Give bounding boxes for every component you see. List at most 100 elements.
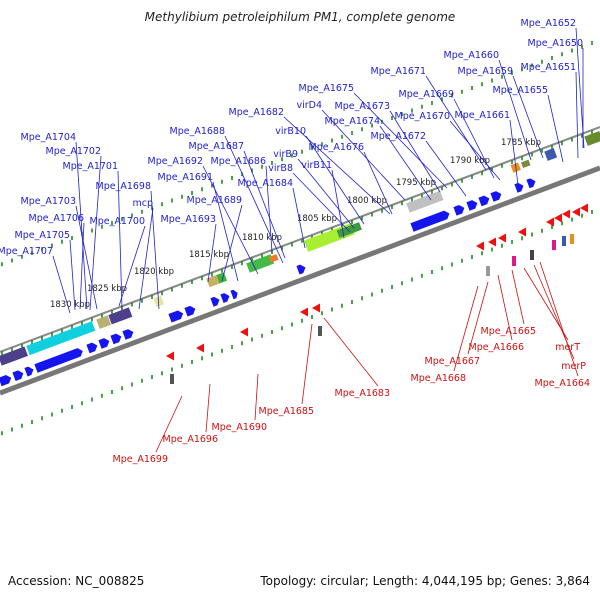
- gene-arrow-shape: [296, 264, 306, 275]
- forward-gene-label: Mpe_A1692: [148, 156, 204, 167]
- reverse-gene-arrow: [300, 307, 308, 317]
- forward-gene-label: Mpe_A1674: [325, 116, 381, 127]
- reverse-gene-arrow: [476, 241, 484, 251]
- reverse-gene-label: Mpe_A1683: [335, 388, 391, 399]
- reverse-gene-label: Mpe_A1666: [469, 342, 525, 353]
- forward-gene-label: Mpe_A1675: [299, 83, 355, 94]
- map-backbone-upper: [0, 126, 600, 353]
- gene-arrow-shape: [98, 338, 110, 349]
- gene-block-olive: [584, 130, 600, 146]
- leader-line: [389, 110, 441, 193]
- leader-line: [321, 109, 406, 201]
- forward-gene-label: virB8: [268, 163, 293, 174]
- forward-gene-label: Mpe_A1682: [229, 107, 285, 118]
- leader-line: [498, 59, 532, 161]
- forward-gene-label: virB9: [273, 149, 298, 160]
- leader-line: [283, 116, 391, 215]
- forward-gene-arrow: [410, 210, 450, 232]
- leader-line: [449, 120, 501, 181]
- reverse-gene-arrow: [562, 209, 570, 219]
- forward-gene-arrow: [526, 178, 536, 189]
- gene-block-green: [216, 272, 228, 284]
- forward-gene-label: virB11: [301, 160, 332, 171]
- leader-line: [547, 94, 564, 163]
- reverse-gene-label: Mpe_A1696: [163, 434, 219, 445]
- forward-gene-arrow: [98, 338, 110, 349]
- gene-arrow-shape: [86, 342, 98, 354]
- forward-gene-arrow: [24, 366, 34, 377]
- leader-line: [379, 125, 432, 201]
- gene-marker: [318, 326, 322, 336]
- gene-arrow-shape: [526, 178, 536, 189]
- gene-block-green: [246, 254, 275, 273]
- gene-block-orange: [268, 254, 279, 263]
- reverse-gene-label: merP: [561, 361, 586, 372]
- topology-text: Topology: circular; Length: 4,044,195 bp…: [260, 574, 590, 588]
- forward-gene-label: Mpe_A1684: [238, 178, 294, 189]
- forward-gene-arrow: [466, 200, 478, 211]
- leader-line: [69, 239, 76, 311]
- forward-gene-label: Mpe_A1652: [521, 18, 577, 29]
- forward-gene-arrow: [453, 205, 465, 216]
- leader-line: [512, 75, 544, 159]
- forward-gene-label: Mpe_A1689: [187, 195, 243, 206]
- kbp-tick-label: 1790 kbp: [450, 156, 490, 166]
- forward-gene-label: Mpe_A1655: [493, 85, 549, 96]
- leader-line: [497, 274, 513, 341]
- gene-marker: [570, 234, 574, 244]
- gene-arrow-shape: [514, 182, 524, 193]
- leader-line: [254, 373, 259, 421]
- leader-line: [539, 261, 579, 377]
- forward-gene-label: Mpe_A1698: [96, 181, 152, 192]
- kbp-tick-label: 1830 kbp: [50, 300, 90, 310]
- reverse-gene-arrow: [498, 233, 506, 243]
- gene-arrow-shape: [122, 329, 134, 340]
- forward-gene-label: Mpe_A1706: [29, 213, 85, 224]
- leader-line: [221, 204, 243, 282]
- forward-gene-label: Mpe_A1651: [521, 62, 577, 73]
- reverse-gene-arrow: [240, 327, 248, 337]
- leader-line: [212, 181, 239, 282]
- forward-gene-label: Mpe_A1672: [371, 131, 427, 142]
- gene-arrow-shape: [220, 293, 230, 303]
- forward-gene-label: mcp: [132, 198, 153, 209]
- leader-line: [297, 158, 355, 229]
- accession-text: Accession: NC_008825: [8, 574, 145, 588]
- leader-line: [265, 165, 273, 253]
- forward-gene-label: Mpe_A1650: [528, 38, 584, 49]
- reverse-gene-label: Mpe_A1665: [481, 326, 537, 337]
- forward-gene-label: Mpe_A1702: [46, 146, 102, 157]
- leader-line: [363, 151, 393, 215]
- forward-gene-arrow: [110, 333, 122, 345]
- gene-arrow-shape: [453, 205, 465, 216]
- gene-arrow-shape: [34, 348, 83, 373]
- gene-arrow-shape: [110, 333, 122, 345]
- leader-line: [79, 222, 85, 310]
- map-backbone-main: [0, 165, 600, 396]
- reverse-gene-label: Mpe_A1699: [113, 454, 169, 465]
- gene-arrow-shape: [24, 366, 34, 377]
- forward-gene-arrow: [86, 342, 98, 354]
- kbp-tick-label: 1825 kbp: [87, 284, 127, 294]
- gene-marker: [512, 256, 516, 266]
- gene-block-tan: [206, 274, 221, 288]
- reverse-gene-arrow: [518, 227, 526, 237]
- forward-gene-label: Mpe_A1700: [90, 216, 146, 227]
- forward-gene-arrow: [514, 182, 524, 193]
- gene-block-purple: [108, 307, 133, 325]
- leader-line: [118, 225, 146, 307]
- leader-line: [117, 170, 123, 309]
- reverse-gene-arrow: [546, 217, 554, 227]
- reverse-gene-label: Mpe_A1667: [425, 356, 481, 367]
- kbp-tick-label: 1785 kbp: [501, 138, 541, 148]
- forward-gene-label: Mpe_A1661: [455, 110, 511, 121]
- gene-arrow-shape: [210, 296, 220, 307]
- gene-marker: [530, 250, 534, 260]
- forward-gene-label: Mpe_A1687: [189, 141, 245, 152]
- leader-line: [467, 281, 489, 355]
- forward-gene-arrow: [478, 195, 490, 207]
- gene-block-grey: [406, 190, 444, 213]
- gene-arrow-shape: [230, 289, 238, 300]
- forward-gene-arrow: [184, 305, 196, 317]
